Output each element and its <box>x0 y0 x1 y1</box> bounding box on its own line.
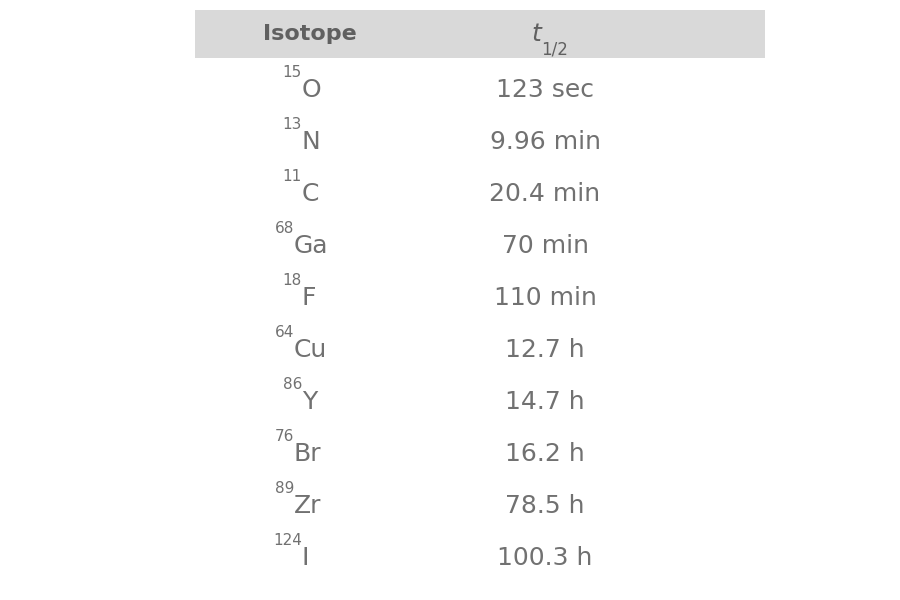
Text: Isotope: Isotope <box>263 24 357 44</box>
Text: 18: 18 <box>283 273 302 288</box>
Text: 20.4 min: 20.4 min <box>490 182 600 206</box>
Text: 13: 13 <box>283 117 302 132</box>
Bar <box>195 10 765 58</box>
Text: 64: 64 <box>274 325 294 340</box>
Text: 78.5 h: 78.5 h <box>505 494 585 518</box>
Text: Br: Br <box>294 442 321 466</box>
Text: F: F <box>302 286 317 310</box>
Text: 12.7 h: 12.7 h <box>505 338 585 362</box>
Text: 100.3 h: 100.3 h <box>498 546 593 570</box>
Text: t: t <box>531 22 541 46</box>
Text: Y: Y <box>302 390 317 414</box>
Text: 123 sec: 123 sec <box>496 78 594 102</box>
Text: N: N <box>302 130 320 154</box>
Text: C: C <box>302 182 320 206</box>
Text: 15: 15 <box>283 65 302 80</box>
Text: 1/2: 1/2 <box>541 40 568 58</box>
Text: 86: 86 <box>283 377 302 392</box>
Text: 16.2 h: 16.2 h <box>505 442 585 466</box>
Text: O: O <box>302 78 321 102</box>
Text: Ga: Ga <box>294 234 328 258</box>
Text: 9.96 min: 9.96 min <box>490 130 600 154</box>
Text: 70 min: 70 min <box>501 234 589 258</box>
Text: 76: 76 <box>274 429 294 444</box>
Text: I: I <box>302 546 310 570</box>
Text: 110 min: 110 min <box>493 286 597 310</box>
Text: Cu: Cu <box>294 338 328 362</box>
Text: Zr: Zr <box>294 494 321 518</box>
Text: 124: 124 <box>273 533 302 548</box>
Text: 68: 68 <box>274 221 294 236</box>
Text: 11: 11 <box>283 169 302 184</box>
Text: 14.7 h: 14.7 h <box>505 390 585 414</box>
Text: 89: 89 <box>274 481 294 496</box>
